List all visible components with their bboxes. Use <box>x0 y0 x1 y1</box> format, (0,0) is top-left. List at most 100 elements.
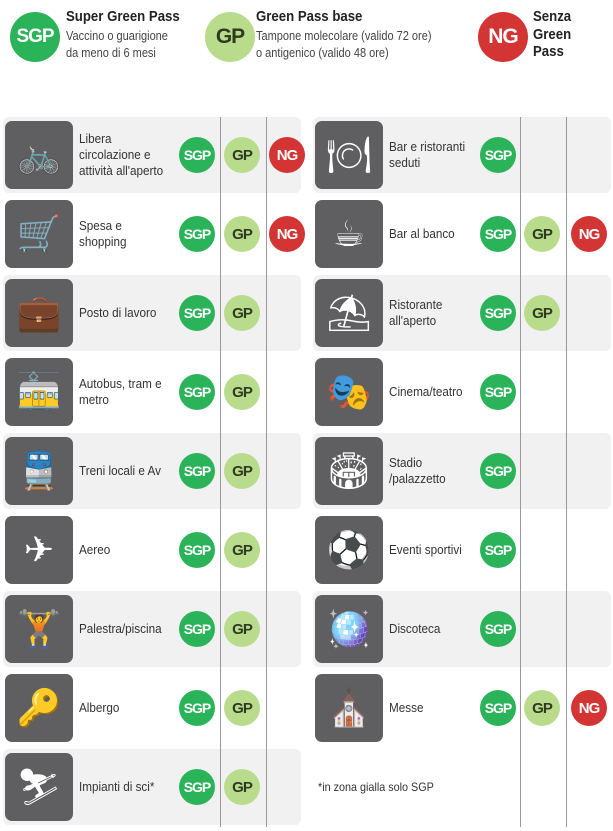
badge-sgp: SGP <box>179 216 215 252</box>
cinema-seats-icon: 🎭 <box>315 358 383 426</box>
skier-icon: ⛷ <box>5 753 73 821</box>
badge-sgp: SGP <box>179 295 215 331</box>
coffee-cup-icon: ☕ <box>315 200 383 268</box>
badge-gp: GP <box>224 295 260 331</box>
badge-sgp: SGP <box>179 532 215 568</box>
briefcase-icon: 💼 <box>5 279 73 347</box>
activity-label: Ristorante all'aperto <box>389 297 443 328</box>
badge-gp: GP <box>524 216 560 252</box>
activity-row: ⛪ Messe SGP GP NG <box>313 670 611 746</box>
table-chairs-icon: 🍽 <box>315 121 383 189</box>
activity-label: Palestra/piscina <box>79 621 162 636</box>
badge-sgp: SGP <box>480 690 516 726</box>
activity-label: Eventi sportivi <box>389 542 462 557</box>
divider <box>266 117 267 827</box>
sports-balls-icon: ⚽ <box>315 516 383 584</box>
badge-gp: GP <box>224 769 260 805</box>
church-icon: ⛪ <box>315 674 383 742</box>
badge-sgp: SGP <box>179 374 215 410</box>
activity-label: Autobus, tram e metro <box>79 376 162 407</box>
activity-label: Discoteca <box>389 621 441 636</box>
badge-gp: GP <box>224 137 260 173</box>
badge-ng: NG <box>571 690 607 726</box>
badge-gp: GP <box>224 216 260 252</box>
shopping-cart-icon: 🛒 <box>5 200 73 268</box>
activity-row: ☕ Bar al banco SGP GP NG <box>313 196 611 272</box>
badge-sgp: SGP <box>179 453 215 489</box>
activity-label: Treni locali e Av <box>79 463 161 478</box>
legend-badge-ng: NG <box>478 12 528 62</box>
tram-icon: 🚋 <box>5 358 73 426</box>
badge-sgp: SGP <box>480 611 516 647</box>
legend-description: Green Pass <box>533 26 572 60</box>
legend-badge-gp: GP <box>205 12 255 62</box>
activity-row: 🚲 Libera circolazione e attività all'ape… <box>3 117 305 193</box>
badge-sgp: SGP <box>480 137 516 173</box>
divider <box>566 117 567 827</box>
legend-title: Green Pass base <box>256 8 363 25</box>
activity-row: 🚆 Treni locali e Av SGP GP <box>3 433 301 509</box>
badge-gp: GP <box>524 295 560 331</box>
badge-gp: GP <box>224 611 260 647</box>
activity-row: ⛷ Impianti di sci* SGP GP <box>3 749 301 825</box>
badge-ng: NG <box>269 137 305 173</box>
activity-label: Bar al banco <box>389 226 455 241</box>
activity-row: ⚽ Eventi sportivi SGP <box>313 512 611 588</box>
exercise-bike-icon: 🏋 <box>5 595 73 663</box>
activity-row: 🪩 Discoteca SGP <box>313 591 611 667</box>
badge-sgp: SGP <box>480 453 516 489</box>
activity-row: ✈ Aereo SGP GP <box>3 512 301 588</box>
badge-sgp: SGP <box>480 295 516 331</box>
activity-row: 🛒 Spesa e shopping SGP GP NG <box>3 196 305 272</box>
legend-title: Super Green Pass <box>66 8 180 25</box>
airplane-icon: ✈ <box>5 516 73 584</box>
activity-row: 🏋 Palestra/piscina SGP GP <box>3 591 301 667</box>
activity-label: Albergo <box>79 700 120 715</box>
badge-gp: GP <box>224 374 260 410</box>
legend-description: o antigenico (valido 48 ore) <box>256 46 389 60</box>
badge-sgp: SGP <box>179 769 215 805</box>
stadium-icon: 🏟 <box>315 437 383 505</box>
activity-row: 🎭 Cinema/teatro SGP <box>313 354 611 430</box>
activity-label: Impianti di sci* <box>79 779 155 794</box>
badge-ng: NG <box>269 216 305 252</box>
activity-row: 🔑 Albergo SGP GP <box>3 670 301 746</box>
badge-sgp: SGP <box>480 532 516 568</box>
badge-gp: GP <box>524 690 560 726</box>
train-icon: 🚆 <box>5 437 73 505</box>
hotel-key-icon: 🔑 <box>5 674 73 742</box>
activity-label: Aereo <box>79 542 111 557</box>
badge-sgp: SGP <box>480 374 516 410</box>
disco-ball-icon: 🪩 <box>315 595 383 663</box>
activity-label: Stadio /palazzetto <box>389 455 446 486</box>
activity-label: Bar e ristoranti seduti <box>389 139 466 170</box>
badge-sgp: SGP <box>179 137 215 173</box>
badge-sgp: SGP <box>179 690 215 726</box>
badge-gp: GP <box>224 453 260 489</box>
activity-row: ⛱ Ristorante all'aperto SGP GP <box>313 275 611 351</box>
activity-label: Cinema/teatro <box>389 384 463 399</box>
umbrella-table-icon: ⛱ <box>315 279 383 347</box>
activity-label: Libera circolazione e attività all'apert… <box>79 131 164 178</box>
activity-row: 💼 Posto di lavoro SGP GP <box>3 275 301 351</box>
legend-description: Tampone molecolare (valido 72 ore) <box>256 29 432 43</box>
divider <box>220 117 221 827</box>
badge-gp: GP <box>224 690 260 726</box>
activity-row: 🍽 Bar e ristoranti seduti SGP <box>313 117 611 193</box>
legend-badge-sgp: SGP <box>10 12 60 62</box>
badge-gp: GP <box>224 532 260 568</box>
footnote: *in zona gialla solo SGP <box>318 780 434 794</box>
activity-row: 🏟 Stadio /palazzetto SGP <box>313 433 611 509</box>
divider <box>520 117 521 827</box>
legend-description: da meno di 6 mesi <box>66 46 156 60</box>
bicycle-icon: 🚲 <box>5 121 73 189</box>
legend-title: Senza <box>533 8 572 25</box>
badge-sgp: SGP <box>179 611 215 647</box>
badge-ng: NG <box>571 216 607 252</box>
badge-sgp: SGP <box>480 216 516 252</box>
legend-description: Vaccino o guarigione <box>66 29 168 43</box>
activity-label: Posto di lavoro <box>79 305 157 320</box>
activity-row: 🚋 Autobus, tram e metro SGP GP <box>3 354 301 430</box>
activity-label: Messe <box>389 700 424 715</box>
activity-label: Spesa e shopping <box>79 218 127 249</box>
